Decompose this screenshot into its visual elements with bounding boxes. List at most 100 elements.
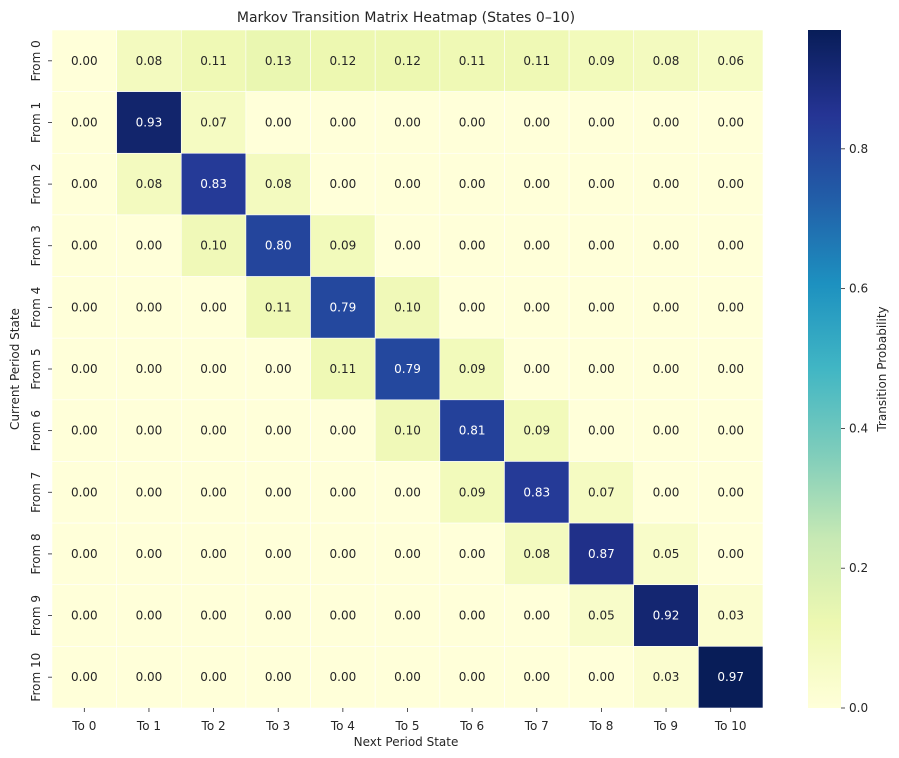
heatmap-cell <box>439 276 505 339</box>
heatmap-cell <box>568 399 635 462</box>
cell-value-label: 0.12 <box>330 54 357 68</box>
heatmap-cell <box>180 214 247 277</box>
cell-value-label: 0.09 <box>523 424 550 438</box>
cell-value-label: 0.00 <box>459 609 486 623</box>
y-tick-label: From 10 <box>29 653 43 702</box>
cell-value-label: 0.00 <box>136 424 163 438</box>
cell-value-label: 0.10 <box>394 424 421 438</box>
heatmap-cell <box>180 29 247 92</box>
heatmap-cell <box>51 522 117 586</box>
heatmap-cell <box>310 461 376 524</box>
cell-value-label: 0.00 <box>459 670 486 684</box>
cell-value-label: 0.00 <box>653 115 680 129</box>
heatmap-cell <box>51 91 117 154</box>
cell-value-label: 0.11 <box>523 54 550 68</box>
x-tick-label: To 4 <box>330 719 355 733</box>
cell-value-label: 0.00 <box>265 424 292 438</box>
cell-value-label: 0.00 <box>71 362 98 376</box>
cell-value-label: 0.00 <box>653 362 680 376</box>
cell-value-label: 0.00 <box>71 424 98 438</box>
y-axis-ticks: From 0 From 1 From 2 From 3 From 4 From 5 From… <box>29 40 52 702</box>
heatmap-cell <box>633 29 699 92</box>
heatmap-cell <box>310 584 376 647</box>
heatmap-cell <box>698 461 764 524</box>
x-axis-label: Next Period State <box>354 735 459 749</box>
cell-value-label: 0.00 <box>459 547 486 561</box>
heatmap-cell <box>51 337 117 401</box>
cell-value-label: 0.00 <box>200 670 227 684</box>
cell-value-label: 0.00 <box>265 485 292 499</box>
cell-value-label: 0.08 <box>265 177 292 191</box>
heatmap-cell <box>180 646 247 709</box>
cell-value-label: 0.93 <box>136 115 163 129</box>
heatmap-cell <box>374 91 441 154</box>
cell-value-label: 0.00 <box>717 300 744 314</box>
heatmap-cell <box>698 646 764 709</box>
colorbar-tick-label: 0.8 <box>849 142 868 156</box>
heatmap-cell <box>245 461 311 524</box>
y-tick-label: From 5 <box>29 348 43 389</box>
cell-value-label: 0.00 <box>200 362 227 376</box>
heatmap-cell <box>51 584 117 647</box>
heatmap-cell <box>116 337 182 401</box>
cell-value-label: 0.07 <box>200 115 227 129</box>
colorbar <box>808 30 841 708</box>
heatmap-cell <box>698 276 764 339</box>
heatmap-cell <box>51 29 117 92</box>
cell-value-label: 0.00 <box>200 424 227 438</box>
heatmap-cell <box>245 646 311 709</box>
cell-value-label: 0.00 <box>71 485 98 499</box>
heatmap-cell <box>245 522 311 586</box>
heatmap-cell <box>633 214 699 277</box>
cell-value-label: 0.00 <box>523 300 550 314</box>
cell-value-label: 0.00 <box>653 424 680 438</box>
cell-value-label: 0.00 <box>136 485 163 499</box>
cell-value-label: 0.00 <box>71 115 98 129</box>
cell-value-label: 0.00 <box>717 547 744 561</box>
y-tick-label: From 8 <box>29 533 43 574</box>
heatmap-cell <box>568 522 635 586</box>
x-tick-label: To 9 <box>653 719 678 733</box>
heatmap-cell <box>439 91 505 154</box>
colorbar-tick-label: 0.4 <box>849 421 868 435</box>
x-axis-ticks: To 0 To 1 To 2 To 3 To 4 To 5 To 6 To 7 To 8 To 9… <box>71 708 747 733</box>
heatmap-cell <box>568 152 635 216</box>
heatmap-cell <box>374 152 441 216</box>
heatmap-cell <box>180 584 247 647</box>
heatmap-cell <box>633 399 699 462</box>
heatmap-cell <box>504 91 570 154</box>
colorbar-tick-label: 0.2 <box>849 561 868 575</box>
cell-value-label: 0.00 <box>394 115 421 129</box>
cell-value-label: 0.00 <box>136 239 163 253</box>
heatmap-cell <box>504 522 570 586</box>
cell-value-label: 0.00 <box>588 239 615 253</box>
cell-value-label: 0.00 <box>265 547 292 561</box>
cell-value-label: 0.80 <box>265 239 292 253</box>
cell-value-label: 0.00 <box>330 115 357 129</box>
cell-value-label: 0.00 <box>265 115 292 129</box>
cell-value-label: 0.00 <box>330 609 357 623</box>
cell-value-label: 0.08 <box>653 54 680 68</box>
cell-value-label: 0.00 <box>653 485 680 499</box>
heatmap-cell <box>633 522 699 586</box>
cell-value-label: 0.00 <box>330 177 357 191</box>
cell-value-label: 0.00 <box>71 300 98 314</box>
heatmap-cell <box>698 399 764 462</box>
cell-value-label: 0.00 <box>71 670 98 684</box>
cell-value-label: 0.08 <box>136 54 163 68</box>
heatmap-cell <box>439 461 505 524</box>
heatmap-cell <box>310 29 376 92</box>
cell-value-label: 0.79 <box>394 362 421 376</box>
heatmap-cell <box>180 91 247 154</box>
heatmap-cell <box>116 214 182 277</box>
heatmap-cell <box>439 399 505 462</box>
heatmap-cell <box>51 399 117 462</box>
cell-value-label: 0.11 <box>265 300 292 314</box>
cell-value-label: 0.00 <box>653 239 680 253</box>
cell-value-label: 0.00 <box>459 177 486 191</box>
heatmap-cell <box>439 152 505 216</box>
cell-value-label: 0.00 <box>200 485 227 499</box>
cell-value-label: 0.87 <box>588 547 615 561</box>
heatmap-cell <box>245 29 311 92</box>
colorbar-tick-label: 0.0 <box>849 701 868 715</box>
